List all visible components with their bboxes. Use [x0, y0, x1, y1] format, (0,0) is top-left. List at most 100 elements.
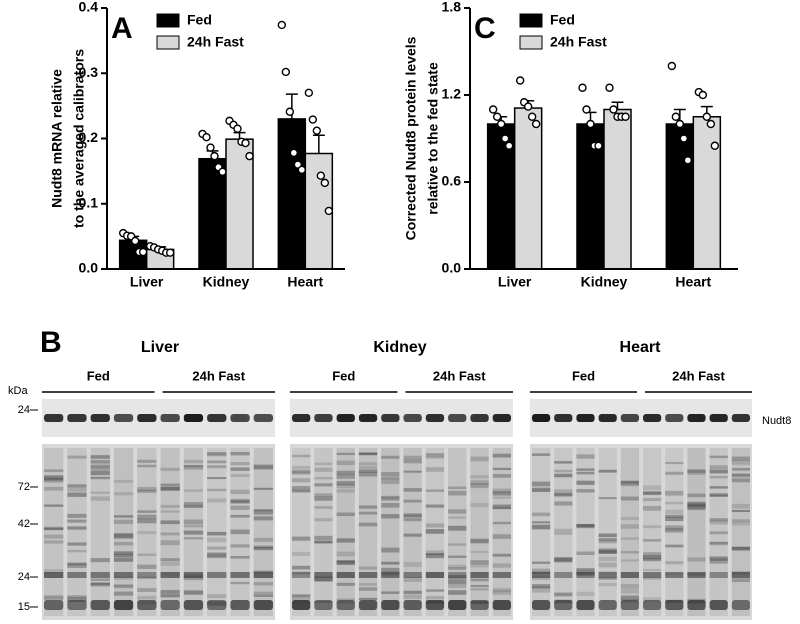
data-point	[683, 156, 693, 165]
protein-band	[314, 576, 333, 582]
protein-band	[381, 495, 400, 499]
y-tick-label: 0.6	[442, 173, 462, 189]
protein-band	[253, 487, 273, 490]
protein-band	[160, 600, 180, 610]
protein-band	[425, 600, 445, 610]
x-tick-label: Kidney	[581, 274, 628, 290]
protein-band	[532, 588, 551, 593]
protein-band	[314, 572, 333, 578]
protein-band	[403, 513, 422, 517]
protein-band	[113, 591, 134, 596]
protein-band	[731, 468, 750, 471]
protein-band	[492, 563, 511, 568]
protein-band	[137, 486, 157, 492]
protein-band	[90, 465, 110, 471]
protein-band	[532, 487, 551, 492]
protein-band	[314, 496, 333, 501]
protein-band	[687, 572, 706, 578]
protein-band	[709, 493, 728, 497]
protein-band	[230, 544, 250, 548]
protein-band	[183, 464, 204, 470]
protein-band	[137, 595, 157, 600]
protein-band	[554, 473, 573, 478]
data-point	[609, 105, 618, 114]
protein-band	[230, 498, 250, 504]
protein-band	[492, 553, 511, 557]
protein-band	[90, 491, 110, 494]
protein-band	[554, 600, 573, 610]
protein-band	[381, 472, 400, 477]
protein-band	[598, 547, 617, 551]
protein-band	[554, 531, 573, 535]
protein-band	[665, 516, 684, 522]
protein-band	[113, 479, 134, 483]
protein-band	[67, 562, 87, 566]
protein-band	[253, 545, 273, 549]
protein-band	[137, 510, 157, 513]
protein-band	[643, 552, 662, 557]
protein-band	[183, 600, 204, 610]
protein-band	[137, 588, 157, 592]
protein-band	[576, 591, 595, 596]
nudt8-band	[67, 414, 87, 422]
protein-band	[67, 564, 87, 569]
protein-band	[448, 600, 467, 610]
protein-band	[44, 475, 64, 480]
protein-band	[598, 538, 617, 542]
protein-band	[67, 600, 87, 610]
lane	[253, 448, 273, 616]
protein-band	[554, 461, 573, 464]
protein-band	[160, 532, 180, 536]
protein-band	[183, 519, 204, 525]
protein-band	[113, 532, 134, 538]
protein-band	[470, 565, 489, 568]
unit-label: kDa	[8, 385, 28, 397]
protein-band	[90, 572, 110, 578]
protein-band	[598, 550, 617, 554]
protein-band	[207, 537, 227, 543]
protein-band	[709, 541, 728, 545]
data-point	[527, 112, 537, 121]
protein-band	[492, 534, 511, 539]
protein-band	[709, 486, 728, 489]
nudt8-band	[207, 414, 227, 422]
protein-band	[183, 531, 204, 535]
protein-band	[554, 592, 573, 597]
data-point	[210, 151, 219, 161]
protein-band	[425, 504, 445, 508]
protein-band	[643, 556, 662, 560]
protein-band	[403, 470, 422, 473]
protein-band	[470, 588, 489, 591]
protein-band	[381, 479, 400, 484]
protein-band	[230, 572, 250, 578]
protein-band	[253, 600, 273, 610]
protein-band	[67, 572, 87, 578]
protein-band	[67, 484, 87, 488]
protein-band	[709, 541, 728, 546]
protein-band	[731, 473, 750, 477]
protein-band	[113, 584, 134, 587]
protein-band	[665, 471, 684, 475]
protein-band	[403, 590, 422, 594]
protein-band	[709, 465, 728, 470]
protein-band	[137, 464, 157, 468]
protein-band	[230, 489, 250, 495]
protein-band	[643, 539, 662, 542]
protein-band	[576, 600, 595, 610]
protein-band	[67, 492, 87, 497]
protein-band	[709, 600, 728, 610]
protein-band	[620, 483, 639, 487]
protein-band	[403, 455, 422, 460]
protein-band	[292, 536, 311, 541]
protein-band	[554, 501, 573, 506]
protein-band	[643, 485, 662, 491]
protein-band	[230, 529, 250, 535]
protein-band	[336, 473, 355, 479]
data-point	[308, 115, 318, 124]
data-point	[594, 141, 603, 150]
protein-band	[403, 518, 422, 522]
protein-band	[576, 489, 595, 493]
protein-band	[731, 578, 750, 583]
nudt8-band	[425, 414, 445, 422]
protein-band	[314, 600, 333, 610]
